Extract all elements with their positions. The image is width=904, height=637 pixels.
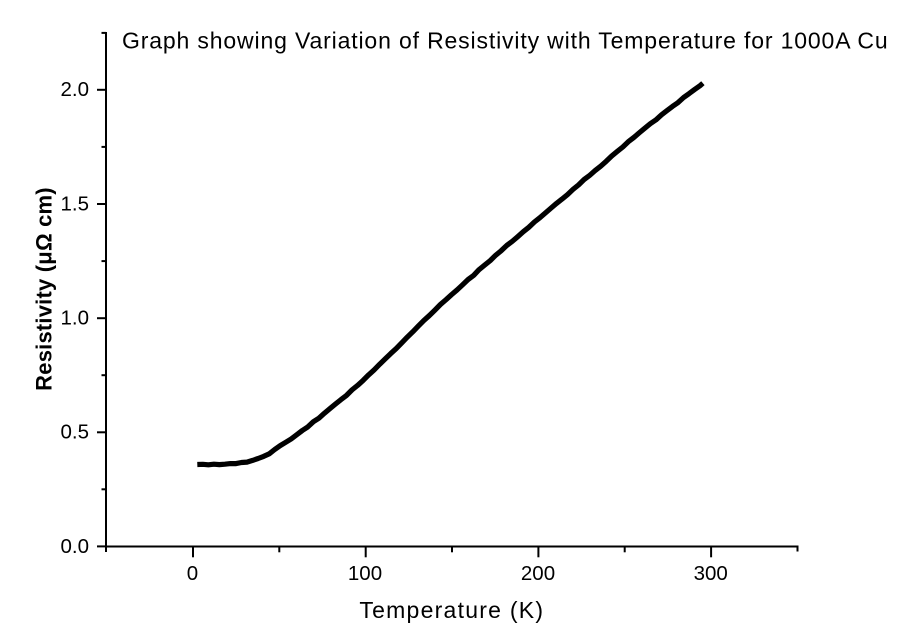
svg-text:300: 300 bbox=[694, 562, 728, 585]
svg-text:0.0: 0.0 bbox=[61, 535, 90, 558]
svg-text:200: 200 bbox=[521, 562, 555, 585]
svg-text:2.0: 2.0 bbox=[61, 78, 90, 101]
svg-text:100: 100 bbox=[348, 562, 382, 585]
svg-text:0.5: 0.5 bbox=[61, 421, 90, 444]
svg-text:Resistivity (μΩ cm): Resistivity (μΩ cm) bbox=[32, 187, 57, 391]
svg-text:1.0: 1.0 bbox=[61, 307, 90, 330]
svg-text:1.5: 1.5 bbox=[61, 192, 90, 215]
svg-text:Temperature (K): Temperature (K) bbox=[359, 597, 544, 623]
svg-text:0: 0 bbox=[187, 562, 198, 585]
svg-text:Graph showing Variation of Res: Graph showing Variation of Resistivity w… bbox=[122, 27, 888, 53]
